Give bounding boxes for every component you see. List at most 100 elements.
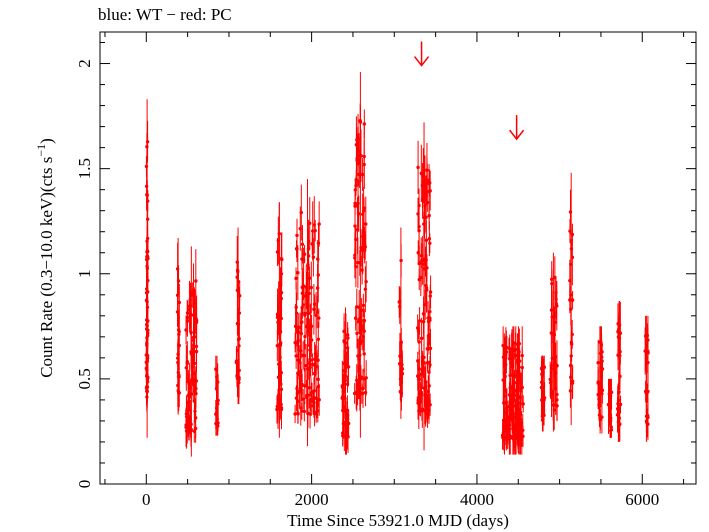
data-point	[191, 343, 196, 348]
data-point	[423, 385, 427, 390]
data-point	[555, 392, 559, 397]
data-point	[345, 364, 349, 368]
x-axis-title: Time Since 53921.0 MJD (days)	[287, 511, 509, 530]
data-point	[600, 392, 604, 396]
data-point	[552, 408, 556, 412]
data-point	[354, 183, 358, 188]
data-point	[303, 311, 307, 316]
data-point	[505, 406, 509, 410]
data-point	[276, 320, 280, 325]
data-point	[516, 433, 521, 438]
data-point	[307, 385, 311, 390]
data-point	[598, 417, 603, 422]
data-point	[191, 288, 196, 292]
data-point	[398, 390, 403, 394]
data-point	[353, 188, 358, 192]
data-point	[511, 427, 515, 431]
data-point	[194, 379, 199, 383]
data-point	[302, 409, 307, 414]
observation-cluster	[184, 246, 199, 457]
data-point	[194, 316, 198, 321]
upper-limit-arrow	[413, 41, 430, 67]
data-point	[419, 392, 424, 396]
data-point	[508, 357, 512, 361]
data-point	[362, 122, 367, 126]
data-point	[419, 253, 424, 258]
data-point	[510, 365, 514, 369]
data-point	[193, 409, 197, 413]
data-point	[359, 308, 364, 312]
data-point	[552, 367, 556, 371]
data-point	[312, 389, 317, 393]
data-point	[420, 183, 425, 188]
y-tick-label: 0.5	[75, 368, 94, 389]
data-point	[359, 246, 363, 250]
data-point	[309, 390, 314, 395]
data-point	[427, 408, 431, 413]
data-point	[358, 120, 363, 124]
data-point	[513, 389, 517, 393]
data-point	[279, 402, 283, 407]
data-point	[317, 316, 321, 320]
data-point	[304, 363, 308, 368]
data-point	[359, 154, 363, 158]
data-point	[643, 334, 648, 338]
observation-cluster	[615, 301, 623, 442]
data-point	[428, 181, 432, 185]
data-point	[553, 275, 557, 280]
data-point	[554, 297, 558, 301]
y-axis-title: Count Rate (0.3−10.0 keV)(cts s−1)	[34, 138, 56, 378]
observation-cluster	[568, 172, 575, 426]
data-point	[344, 433, 348, 438]
data-point	[305, 393, 309, 398]
data-point	[302, 353, 306, 358]
data-point	[314, 355, 319, 359]
data-point	[553, 403, 558, 407]
data-point	[236, 322, 241, 326]
data-point	[144, 318, 149, 322]
observation-cluster	[214, 355, 220, 436]
data-point	[618, 402, 623, 407]
data-point	[145, 287, 149, 291]
upper-limit-arrow	[509, 115, 525, 141]
data-point	[550, 315, 554, 319]
data-point	[644, 419, 649, 423]
data-point	[615, 413, 620, 417]
x-tick-label: 0	[142, 490, 151, 509]
data-point	[314, 313, 318, 317]
observation-cluster	[234, 227, 242, 405]
data-point	[353, 201, 357, 206]
observation-cluster	[293, 179, 321, 447]
data-point	[189, 330, 193, 335]
x-tick-label: 6000	[625, 490, 659, 509]
data-point	[426, 389, 430, 394]
data-point	[419, 372, 424, 376]
data-point	[599, 374, 603, 378]
data-point	[307, 330, 311, 334]
data-point	[424, 380, 428, 384]
data-point	[504, 350, 509, 354]
data-point	[294, 311, 299, 316]
data-point	[416, 401, 420, 405]
data-point	[184, 423, 188, 427]
data-point	[361, 303, 366, 308]
data-point	[426, 334, 431, 338]
data-point	[312, 302, 317, 306]
data-point	[398, 304, 402, 309]
data-point	[309, 338, 314, 342]
data-point	[276, 362, 281, 366]
y-tick-label: 1	[75, 270, 94, 279]
data-point	[237, 294, 242, 298]
data-point	[570, 298, 575, 302]
data-point	[352, 391, 357, 396]
data-point	[278, 292, 282, 296]
data-point	[277, 406, 282, 411]
data-point	[542, 398, 546, 402]
data-point	[419, 336, 424, 341]
data-point	[300, 320, 304, 324]
data-point	[305, 291, 309, 295]
data-point	[294, 354, 298, 358]
data-point	[425, 168, 429, 172]
data-point	[570, 379, 575, 384]
data-point	[215, 375, 219, 379]
